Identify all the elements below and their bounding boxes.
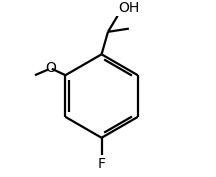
Text: F: F [98,157,106,171]
Text: OH: OH [118,1,140,15]
Text: O: O [46,61,56,75]
